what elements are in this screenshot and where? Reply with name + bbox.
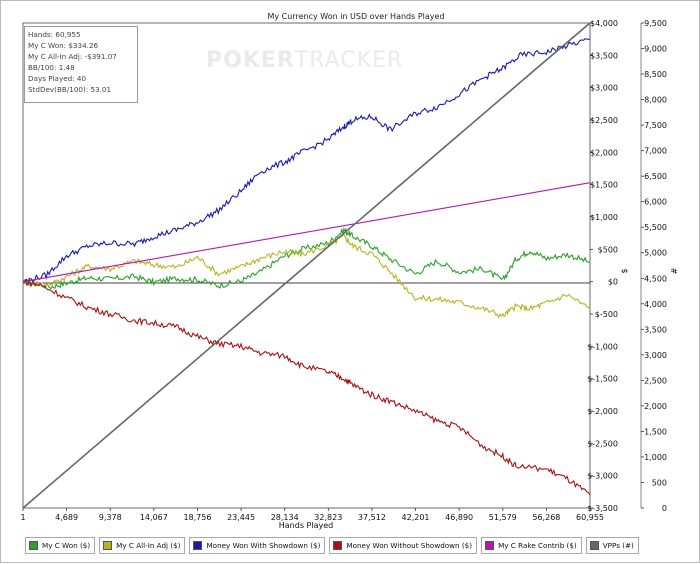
y-dollar-tick-label: $-2,000 (587, 407, 618, 416)
y-dollar-tick-label: $1,000 (590, 213, 618, 222)
legend-item-all-in-adj[interactable]: My C All-In Adj ($) (99, 537, 186, 554)
y-count-tick-label: 0 (662, 504, 667, 513)
legend-item-won-with-showdown[interactable]: Money Won With Showdown ($) (189, 537, 326, 554)
stat-allin-adj: My C All-In Adj: -$391.07 (28, 52, 117, 61)
series-line-0 (22, 226, 590, 290)
legend: My C Won ($) My C All-In Adj ($) Money W… (25, 537, 639, 554)
y-dollar-tick-label: $1,500 (590, 181, 618, 190)
series-line-5 (22, 22, 591, 509)
y-count-tick-label: 4,500 (644, 274, 667, 283)
y-count-tick-label: 5,000 (644, 249, 667, 258)
x-tick-label: 42,201 (402, 513, 430, 522)
y-axis-count-title: # (670, 267, 679, 274)
y-count-tick-label: 7,500 (644, 121, 667, 130)
x-tick-label: 60,955 (576, 513, 604, 522)
y-count-tick-label: 8,500 (644, 70, 667, 79)
y-count-tick-label: 9,000 (644, 45, 667, 54)
x-tick-label: 32,823 (314, 513, 342, 522)
y-count-tick-label: 3,000 (644, 351, 667, 360)
legend-item-won-without-showdown[interactable]: Money Won Without Showdown ($) (329, 537, 478, 554)
stat-stddev: StdDev(BB/100): 53.01 (28, 85, 112, 94)
y-count-tick-label: 6,000 (644, 198, 667, 207)
y-dollar-tick-label: $-1,500 (587, 375, 618, 384)
pokertracker-watermark: POKERTRACKER (206, 48, 403, 73)
y-count-tick-label: 2,500 (644, 376, 667, 385)
x-tick-label: 23,445 (227, 513, 255, 522)
legend-swatch (29, 541, 38, 550)
series-line-2 (22, 38, 591, 283)
y-count-tick-label: 5,500 (644, 223, 667, 232)
series-line-3 (22, 279, 591, 496)
legend-item-rake-contrib[interactable]: My C Rake Contrib ($) (481, 537, 582, 554)
legend-label: My C Rake Contrib ($) (498, 541, 577, 550)
x-tick-label: 14,067 (140, 513, 168, 522)
y-count-tick-label: 8,000 (644, 96, 667, 105)
y-count-tick-label: 7,000 (644, 147, 667, 156)
x-tick-label: 51,579 (489, 513, 517, 522)
watermark-bold: POKER (206, 48, 295, 73)
y-dollar-tick-label: $2,000 (590, 148, 618, 157)
legend-swatch (193, 541, 203, 550)
y-axis-count-ticks: 9,500 9,000 8,500 8,000 7,500 7,000 6,500 6,000… (640, 19, 667, 513)
y-axis-dollar-ticks: $4,000 $3,500 $3,000 $2,500 $2,000 $1,500 $1,0… (587, 19, 618, 513)
y-count-tick-label: 2,000 (644, 402, 667, 411)
watermark-light: TRACKER (294, 48, 404, 73)
legend-label: Money Won With Showdown ($) (206, 541, 321, 550)
stat-hands: Hands: 60,955 (28, 30, 81, 39)
series-line-4 (22, 182, 591, 283)
x-tick-label: 56,268 (532, 513, 560, 522)
y-dollar-tick-label: $3,500 (590, 51, 618, 60)
legend-label: My C All-In Adj ($) (116, 541, 181, 550)
series-layer (22, 22, 591, 509)
y-count-tick-label: 6,500 (644, 172, 667, 181)
y-dollar-tick-label: $500 (598, 245, 618, 254)
y-dollar-tick-label: $-3,000 (587, 472, 618, 481)
x-tick-label: 46,890 (445, 513, 473, 522)
y-dollar-tick-label: $4,000 (590, 19, 618, 28)
y-count-tick-label: 1,000 (644, 453, 667, 462)
y-dollar-tick-label: $0 (608, 278, 618, 287)
legend-label: Money Won Without Showdown ($) (346, 541, 473, 550)
y-dollar-tick-label: $-1,000 (587, 342, 618, 351)
stat-won: My C Won: $334.26 (28, 41, 99, 50)
series-line-1 (22, 232, 591, 319)
chart-title: My Currency Won in USD over Hands Played (267, 12, 444, 21)
y-axis-dollar-title: $ (620, 268, 629, 273)
x-tick-label: 18,756 (183, 513, 211, 522)
x-axis-ticks: 1 4,689 9,378 14,067 18,756 23,445 28,134 32,82… (20, 508, 604, 522)
y-dollar-tick-label: $-2,500 (587, 439, 618, 448)
x-tick-label: 4,689 (55, 513, 78, 522)
x-tick-label: 1 (20, 513, 25, 522)
x-tick-label: 37,512 (358, 513, 386, 522)
legend-swatch (103, 541, 113, 550)
legend-item-vpps[interactable]: VPPs (#) (585, 537, 639, 554)
y-dollar-tick-label: $2,500 (590, 116, 618, 125)
y-count-tick-label: 4,000 (644, 300, 667, 309)
x-tick-label: 28,134 (271, 513, 299, 522)
legend-swatch (589, 541, 599, 550)
stat-bb100: BB/100: 1.48 (28, 63, 75, 72)
legend-label: My C Won ($) (42, 541, 91, 550)
y-count-tick-label: 1,500 (644, 427, 667, 436)
x-axis-title: Hands Played (279, 521, 333, 530)
legend-label: VPPs (#) (602, 541, 634, 550)
x-tick-label: 9,378 (99, 513, 122, 522)
y-dollar-tick-label: $-3,500 (587, 504, 618, 513)
legend-item-my-c-won[interactable]: My C Won ($) (25, 537, 96, 554)
y-dollar-tick-label: $-500 (595, 310, 618, 319)
legend-swatch (485, 541, 495, 550)
y-count-tick-label: 500 (652, 478, 667, 487)
y-count-tick-label: 9,500 (644, 19, 667, 28)
legend-swatch (333, 541, 343, 550)
y-dollar-tick-label: $3,000 (590, 84, 618, 93)
y-count-tick-label: 3,500 (644, 325, 667, 334)
stat-days: Days Played: 40 (28, 74, 87, 83)
stats-box: Hands: 60,955 My C Won: $334.26 My C All… (24, 26, 138, 103)
